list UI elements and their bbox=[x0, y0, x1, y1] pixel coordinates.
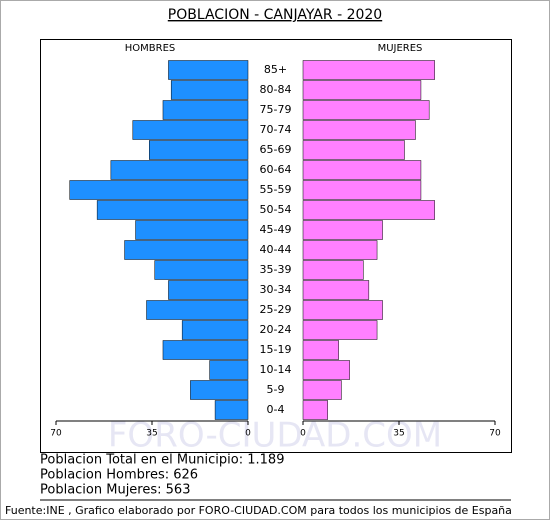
age-label: 75-79 bbox=[260, 103, 292, 116]
age-label: 5-9 bbox=[267, 383, 285, 396]
source: Fuente:INE , Grafico elaborado por FORO-… bbox=[5, 504, 512, 517]
age-label: 30-34 bbox=[260, 283, 292, 296]
bar bbox=[209, 360, 249, 380]
summary-line: Poblacion Total en el Municipio: 1.189 bbox=[40, 453, 284, 468]
x-tick-label: 70 bbox=[50, 429, 62, 439]
bar bbox=[302, 400, 328, 420]
age-label: 80-84 bbox=[260, 83, 292, 96]
bar bbox=[162, 340, 249, 360]
watermark: FORO-CIUDAD.COM bbox=[108, 416, 442, 456]
chart-title: POBLACION - CANJAYAR - 2020 bbox=[168, 7, 382, 23]
bar bbox=[302, 220, 383, 240]
bar bbox=[302, 180, 422, 200]
x-tick-label: 0 bbox=[300, 429, 306, 439]
bar bbox=[302, 80, 422, 100]
bar bbox=[168, 60, 249, 80]
age-label: 35-39 bbox=[260, 263, 292, 276]
x-tick-label: 35 bbox=[146, 429, 157, 439]
bar bbox=[124, 240, 249, 260]
bar bbox=[190, 380, 249, 400]
age-label: 70-74 bbox=[260, 123, 292, 136]
age-label: 15-19 bbox=[260, 343, 292, 356]
bar bbox=[302, 240, 378, 260]
bar bbox=[154, 260, 249, 280]
bar bbox=[302, 140, 405, 160]
age-label: 20-24 bbox=[260, 323, 292, 336]
age-label: 55-59 bbox=[260, 183, 292, 196]
legend-label: MUJERES bbox=[378, 43, 423, 54]
age-label: 85+ bbox=[264, 63, 287, 76]
bar bbox=[302, 160, 422, 180]
age-label: 45-49 bbox=[260, 223, 292, 236]
bar bbox=[302, 380, 342, 400]
age-label: 40-44 bbox=[260, 243, 292, 256]
bar bbox=[302, 100, 430, 120]
bar bbox=[302, 340, 339, 360]
bar bbox=[302, 120, 416, 140]
bar bbox=[162, 100, 249, 120]
bar bbox=[302, 260, 364, 280]
bar bbox=[302, 300, 383, 320]
bar bbox=[181, 320, 249, 340]
bar bbox=[302, 360, 350, 380]
bar bbox=[302, 320, 378, 340]
age-label: 50-54 bbox=[260, 203, 292, 216]
age-label: 0-4 bbox=[267, 403, 285, 416]
bar bbox=[168, 280, 249, 300]
x-tick-label: 35 bbox=[393, 429, 404, 439]
bar bbox=[135, 220, 249, 240]
x-tick-label: 0 bbox=[245, 429, 251, 439]
bar bbox=[132, 120, 249, 140]
bar bbox=[302, 200, 435, 220]
summary-line: Poblacion Hombres: 626 bbox=[40, 468, 198, 483]
x-tick-label: 70 bbox=[489, 429, 501, 439]
bar bbox=[146, 300, 249, 320]
bar bbox=[149, 140, 249, 160]
age-label: 10-14 bbox=[260, 363, 292, 376]
plot-box bbox=[40, 39, 512, 453]
bar bbox=[96, 200, 249, 220]
age-label: 60-64 bbox=[260, 163, 292, 176]
age-label: 65-69 bbox=[260, 143, 292, 156]
legend-label: HOMBRES bbox=[125, 43, 176, 54]
summary-line: Poblacion Mujeres: 563 bbox=[40, 483, 190, 498]
bar bbox=[170, 80, 249, 100]
age-label: 25-29 bbox=[260, 303, 292, 316]
bar bbox=[110, 160, 249, 180]
bar bbox=[69, 180, 249, 200]
bar bbox=[214, 400, 249, 420]
bar bbox=[302, 280, 370, 300]
bar bbox=[302, 60, 435, 80]
